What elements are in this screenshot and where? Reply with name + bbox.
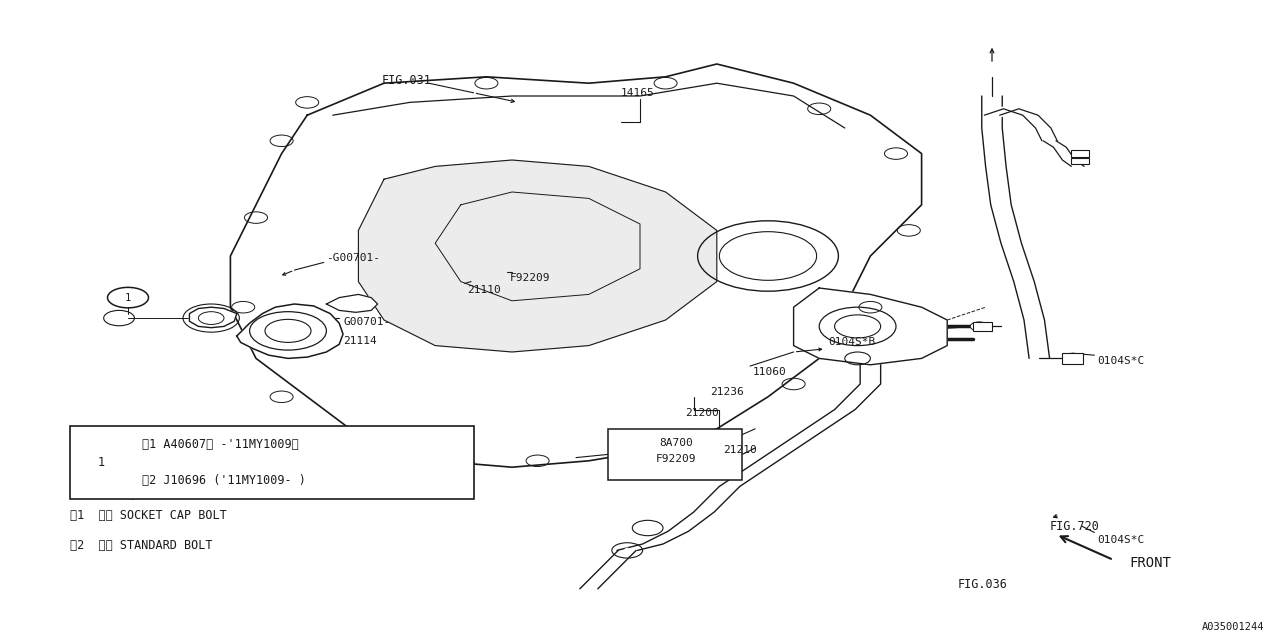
Text: 21210: 21210 xyxy=(723,445,756,455)
Text: FRONT: FRONT xyxy=(1129,556,1171,570)
Text: FIG.031: FIG.031 xyxy=(381,74,431,86)
Bar xyxy=(608,429,742,480)
Text: G00701-: G00701- xyxy=(343,317,390,327)
Text: 21110: 21110 xyxy=(467,285,500,295)
Polygon shape xyxy=(237,304,343,358)
Text: ※1  ⓈⓉ SOCKET CAP BOLT: ※1 ⓈⓉ SOCKET CAP BOLT xyxy=(70,509,227,522)
Polygon shape xyxy=(358,160,717,352)
Text: FIG.036: FIG.036 xyxy=(957,578,1007,591)
Text: F92209: F92209 xyxy=(655,454,696,464)
Text: -G00701-: -G00701- xyxy=(326,253,380,263)
Text: 21236: 21236 xyxy=(710,387,744,397)
Text: 21114: 21114 xyxy=(343,336,376,346)
Text: 0104S*B: 0104S*B xyxy=(828,337,876,348)
Text: 11060: 11060 xyxy=(753,367,786,378)
Text: ※2  ⓈⓉ STANDARD BOLT: ※2 ⓈⓉ STANDARD BOLT xyxy=(70,540,212,552)
Circle shape xyxy=(970,322,988,331)
Text: 0104S*C: 0104S*C xyxy=(1097,356,1144,366)
Polygon shape xyxy=(794,288,947,365)
Bar xyxy=(973,322,992,331)
Text: A035001244: A035001244 xyxy=(1202,622,1265,632)
Text: FIG.720: FIG.720 xyxy=(1050,520,1100,533)
Bar xyxy=(70,426,474,499)
Text: F92209: F92209 xyxy=(509,273,550,284)
Polygon shape xyxy=(230,64,922,467)
Bar xyxy=(1062,353,1083,364)
Text: ※1 A40607〈 -'11MY1009〉: ※1 A40607〈 -'11MY1009〉 xyxy=(142,438,298,451)
Text: 1: 1 xyxy=(97,456,105,469)
Text: 1: 1 xyxy=(125,292,131,303)
Polygon shape xyxy=(326,294,378,312)
Text: ※2 J10696 ('11MY1009- ): ※2 J10696 ('11MY1009- ) xyxy=(142,474,306,487)
Bar xyxy=(1071,158,1089,164)
Text: 0104S*C: 0104S*C xyxy=(1097,534,1144,545)
Bar xyxy=(1071,150,1089,157)
Text: 21200: 21200 xyxy=(685,408,718,418)
Text: 14165: 14165 xyxy=(621,88,654,98)
Circle shape xyxy=(1062,353,1083,364)
Text: 8A700: 8A700 xyxy=(659,438,692,448)
Polygon shape xyxy=(189,307,237,328)
